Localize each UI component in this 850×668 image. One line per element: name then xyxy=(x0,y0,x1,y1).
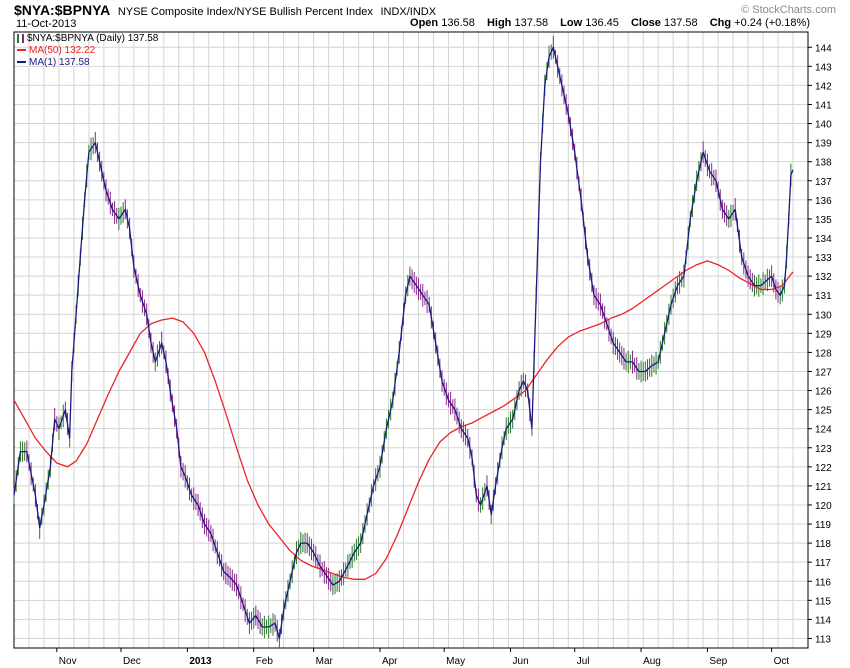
ma1-line xyxy=(13,46,794,640)
price-bar-icon xyxy=(17,33,24,43)
legend-ma50: MA(50) 132.22 xyxy=(17,45,158,57)
y-tick-label: 122 xyxy=(815,463,832,474)
x-tick-label: Jun xyxy=(513,656,529,667)
close-label: Close xyxy=(630,17,661,29)
open-label: Open xyxy=(410,17,439,29)
y-tick-label: 115 xyxy=(815,596,831,607)
x-tick-label: Jul xyxy=(577,656,590,667)
x-tick-label: Feb xyxy=(256,656,274,667)
x-tick-label: Oct xyxy=(774,656,790,667)
y-tick-label: 132 xyxy=(815,272,832,283)
x-tick-label: Nov xyxy=(59,656,77,667)
symbol-label: $NYA:$BPNYA xyxy=(14,2,111,18)
high-label: High xyxy=(486,17,512,29)
y-tick-label: 117 xyxy=(815,558,831,569)
y-tick-label: 138 xyxy=(815,158,832,169)
chart-title: $NYA:$BPNYA NYSE Composite Index/NYSE Bu… xyxy=(14,2,436,18)
x-tick-label: Mar xyxy=(316,656,334,667)
y-tick-label: 136 xyxy=(815,196,832,207)
ma50-line xyxy=(13,260,794,580)
y-tick-label: 124 xyxy=(815,425,832,436)
y-tick-label: 141 xyxy=(815,100,832,111)
open-value: 136.58 xyxy=(441,17,475,29)
y-tick-label: 118 xyxy=(815,539,831,550)
y-tick-label: 144 xyxy=(815,43,832,54)
x-tick-label: 2013 xyxy=(189,656,212,667)
x-tick-label: Apr xyxy=(382,656,398,667)
low-label: Low xyxy=(560,17,583,29)
y-tick-label: 140 xyxy=(815,120,832,131)
y-tick-label: 119 xyxy=(815,520,831,531)
y-tick-label: 142 xyxy=(815,81,832,92)
y-tick-label: 127 xyxy=(815,367,832,378)
y-tick-label: 131 xyxy=(815,291,832,302)
symbol-description: NYSE Composite Index/NYSE Bullish Percen… xyxy=(117,6,373,18)
y-tick-label: 130 xyxy=(815,310,832,321)
legend-ma1: MA(1) 137.58 xyxy=(17,57,158,69)
y-tick-label: 125 xyxy=(815,406,832,417)
y-tick-label: 114 xyxy=(815,615,831,626)
y-tick-label: 121 xyxy=(815,482,832,493)
y-tick-label: 113 xyxy=(815,634,831,645)
plot-frame xyxy=(13,31,809,649)
ma50-line-icon xyxy=(17,49,26,52)
x-tick-label: May xyxy=(446,656,465,667)
ohlc-readout: Open 136.58 High 137.58 Low 136.45 Close… xyxy=(410,17,810,29)
x-tick-label: Aug xyxy=(643,656,661,667)
brand-watermark: © StockCharts.com xyxy=(741,4,836,16)
low-value: 136.45 xyxy=(585,17,619,29)
chart-header: $NYA:$BPNYA NYSE Composite Index/NYSE Bu… xyxy=(0,0,850,32)
x-tick-label: Dec xyxy=(123,656,141,667)
legend-price: $NYA:$BPNYA (Daily) 137.58 xyxy=(17,33,158,45)
y-tick-label: 128 xyxy=(815,348,832,359)
close-value: 137.58 xyxy=(663,17,698,29)
chg-value: +0.24 (+0.18%) xyxy=(734,17,810,29)
y-tick-label: 120 xyxy=(815,501,832,512)
y-tick-label: 134 xyxy=(815,234,832,245)
y-tick-label: 143 xyxy=(815,62,832,73)
y-tick-label: 137 xyxy=(815,177,832,188)
y-tick-label: 116 xyxy=(815,577,831,588)
chart-date: 11-Oct-2013 xyxy=(16,18,77,30)
y-tick-label: 129 xyxy=(815,329,832,340)
y-tick-label: 135 xyxy=(815,215,832,226)
y-tick-label: 133 xyxy=(815,253,832,264)
ma1-line-icon xyxy=(17,61,26,64)
y-tick-label: 123 xyxy=(815,444,832,455)
y-tick-label: 139 xyxy=(815,139,832,150)
high-value: 137.58 xyxy=(514,17,549,29)
chart-legend: $NYA:$BPNYA (Daily) 137.58 MA(50) 132.22… xyxy=(17,33,158,69)
chg-label: Chg xyxy=(709,17,732,29)
exchange-label: INDX/INDX xyxy=(380,6,437,18)
y-tick-label: 126 xyxy=(815,387,832,398)
x-tick-label: Sep xyxy=(709,656,727,667)
